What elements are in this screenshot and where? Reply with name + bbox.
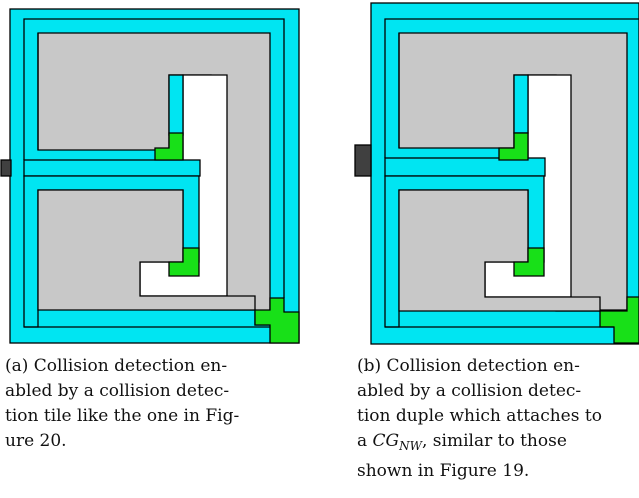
caption-b-line-1: (b) Collision detection en- xyxy=(357,356,580,376)
caption-b-line-2: abled by a collision detec- xyxy=(357,381,582,401)
caption-b: (b) Collision detection en- abled by a c… xyxy=(357,354,639,484)
panel-a-green-corner xyxy=(254,297,300,344)
caption-b-line-3: tion duple which attaches to xyxy=(357,406,602,426)
panel-b-port xyxy=(354,144,372,177)
caption-b-math-sub: NW xyxy=(399,439,422,453)
panel-b-lower-band xyxy=(384,157,546,177)
panel-a-green-mid xyxy=(168,247,200,277)
caption-b-math-main: CG xyxy=(372,431,400,451)
caption-a-line-3: tion tile like the one in Fig- xyxy=(5,406,240,426)
panel-b-lower-interior xyxy=(398,189,601,312)
caption-b-line-4-suffix: , similar to those xyxy=(421,431,567,451)
caption-a-line-1: (a) Collision detection en- xyxy=(5,356,228,376)
panel-a-port xyxy=(0,159,12,177)
caption-a-line-4: ure 20. xyxy=(5,431,67,451)
caption-a-line-2: abled by a collision detec- xyxy=(5,381,230,401)
panel-a-arm-upper xyxy=(168,74,184,136)
panel-a-lower-band xyxy=(23,159,201,177)
panel-a-green-top xyxy=(154,132,184,161)
caption-b-line-4: a CGNW, similar to those xyxy=(357,429,639,459)
panel-b-green-mid xyxy=(513,247,545,277)
panel-b xyxy=(354,2,639,345)
panel-b-green-top xyxy=(498,132,529,161)
panel-a-lower-interior xyxy=(37,189,256,311)
caption-b-line-5: shown in Figure 19. xyxy=(357,461,530,481)
caption-b-line-4-prefix: a xyxy=(357,431,373,451)
panel-b-arm-upper xyxy=(513,74,529,134)
caption-a: (a) Collision detection en- abled by a c… xyxy=(5,354,295,454)
panel-a xyxy=(0,8,300,344)
